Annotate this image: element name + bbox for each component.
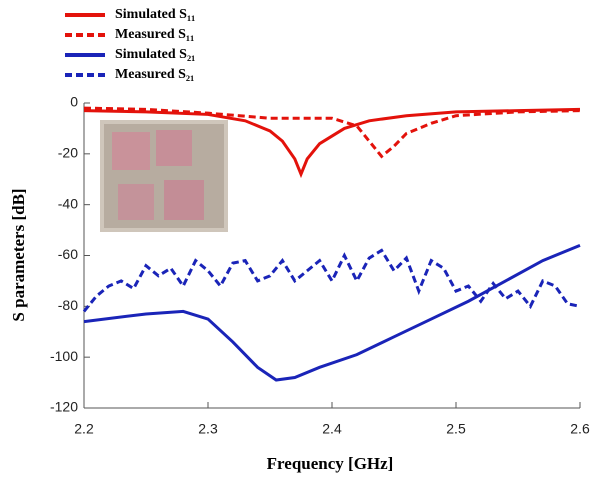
y-axis-label: S parameters [dB] [9, 188, 28, 321]
series-line [83, 243, 581, 382]
x-tick-label: 2.4 [322, 421, 342, 437]
x-axis-label: Frequency [GHz] [267, 454, 394, 473]
series-line [83, 107, 581, 179]
legend-label: Measured S₁₁ [115, 27, 194, 42]
x-tick-label: 2.6 [570, 421, 590, 437]
x-tick-label: 2.5 [446, 421, 466, 437]
y-tick-label: -60 [58, 246, 78, 262]
y-tick-label: 0 [70, 94, 78, 110]
y-tick-label: -20 [58, 145, 78, 161]
series-line [83, 106, 581, 159]
legend-label: Measured S₂₁ [115, 67, 194, 82]
y-tick-label: -120 [50, 399, 78, 415]
y-tick-label: -80 [58, 297, 78, 313]
series-line [82, 248, 581, 313]
legend-label: Simulated S₁₁ [115, 7, 195, 22]
y-tick-label: -40 [58, 195, 78, 211]
x-tick-label: 2.2 [74, 421, 94, 437]
legend-label: Simulated S₂₁ [115, 47, 195, 62]
inset-photo [100, 120, 228, 232]
y-tick-label: -100 [50, 348, 78, 364]
x-tick-label: 2.3 [198, 421, 218, 437]
